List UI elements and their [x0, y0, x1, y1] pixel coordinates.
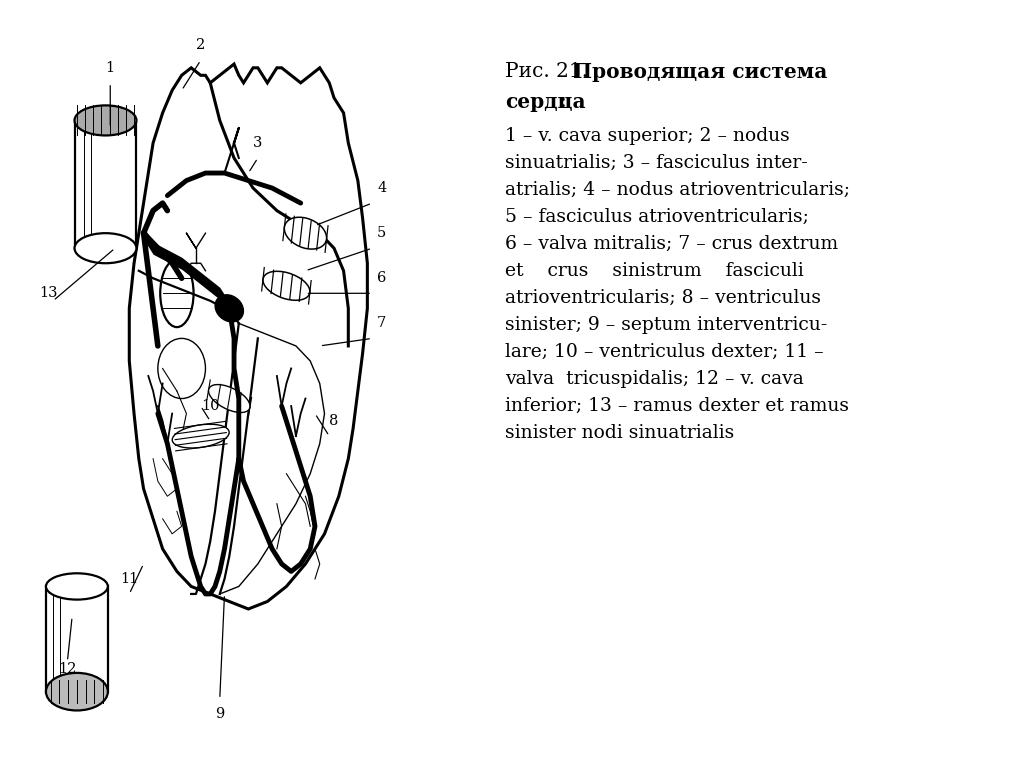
Text: 2: 2	[196, 38, 206, 52]
Text: sinister; 9 – septum interventricu-: sinister; 9 – septum interventricu-	[505, 316, 827, 334]
Text: 5: 5	[377, 226, 386, 240]
Ellipse shape	[46, 573, 108, 600]
Text: lare; 10 – ventriculus dexter; 11 –: lare; 10 – ventriculus dexter; 11 –	[505, 343, 823, 361]
Text: 7: 7	[377, 316, 386, 331]
Text: atrioventricularis; 8 – ventriculus: atrioventricularis; 8 – ventriculus	[505, 289, 821, 307]
Text: atrialis; 4 – nodus atrioventricularis;: atrialis; 4 – nodus atrioventricularis;	[505, 181, 850, 199]
Text: sinuatrialis; 3 – fasciculus inter-: sinuatrialis; 3 – fasciculus inter-	[505, 154, 808, 172]
Text: :: :	[560, 92, 567, 111]
Text: 11: 11	[120, 572, 138, 586]
Text: sinister nodi sinuatrialis: sinister nodi sinuatrialis	[505, 424, 734, 442]
Ellipse shape	[263, 272, 310, 301]
Text: 10: 10	[201, 399, 219, 413]
Text: Рис. 21.: Рис. 21.	[505, 62, 595, 81]
Text: valva  tricuspidalis; 12 – v. cava: valva tricuspidalis; 12 – v. cava	[505, 370, 804, 388]
Text: 6 – valva mitralis; 7 – crus dextrum: 6 – valva mitralis; 7 – crus dextrum	[505, 235, 838, 253]
Text: 13: 13	[39, 286, 57, 301]
Text: 12: 12	[58, 662, 77, 676]
Text: 6: 6	[377, 272, 386, 285]
Text: et    crus    sinistrum    fasciculi: et crus sinistrum fasciculi	[505, 262, 804, 280]
Text: 8: 8	[330, 414, 339, 428]
Text: 3: 3	[253, 136, 262, 150]
Text: 1 – v. cava superior; 2 – nodus: 1 – v. cava superior; 2 – nodus	[505, 127, 790, 145]
Text: inferior; 13 – ramus dexter et ramus: inferior; 13 – ramus dexter et ramus	[505, 397, 849, 415]
Ellipse shape	[285, 217, 327, 249]
Text: 1: 1	[105, 61, 115, 75]
Text: 4: 4	[377, 181, 386, 195]
Ellipse shape	[46, 673, 108, 710]
Ellipse shape	[172, 424, 229, 448]
Text: Проводящая система: Проводящая система	[573, 62, 827, 82]
Ellipse shape	[209, 384, 250, 413]
Text: 5 – fasciculus atrioventricularis;: 5 – fasciculus atrioventricularis;	[505, 208, 809, 226]
Text: сердца: сердца	[505, 92, 586, 112]
Ellipse shape	[75, 105, 136, 136]
Text: 9: 9	[215, 707, 224, 721]
Ellipse shape	[75, 233, 136, 263]
Ellipse shape	[215, 295, 244, 322]
